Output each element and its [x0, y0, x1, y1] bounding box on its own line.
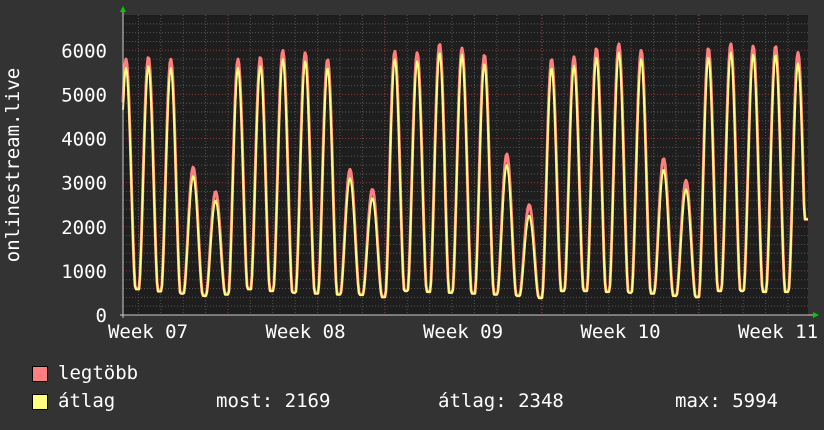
y-tick-label: 5000 — [61, 84, 107, 106]
x-tick-label: Week 08 — [265, 321, 345, 343]
y-axis-arrow-icon — [120, 6, 126, 12]
x-tick-label: Week 10 — [580, 321, 660, 343]
legend-current-value: most: 2169 — [216, 390, 331, 412]
legend-swatch-max — [32, 366, 48, 382]
legend-label-max: legtöbb — [58, 362, 139, 384]
y-axis-title: onlinestream.live — [2, 68, 24, 262]
x-tick-label: Week 11 — [738, 321, 818, 343]
x-tick-label: Week 07 — [108, 321, 188, 343]
y-tick-label: 0 — [96, 305, 107, 327]
x-axis-arrow-icon — [813, 312, 819, 318]
y-tick-label: 1000 — [61, 261, 107, 283]
legend-max-value: max: 5994 — [675, 390, 778, 412]
legend-label-avg: átlag — [58, 390, 116, 412]
series-line-atlag — [122, 51, 808, 300]
x-tick-label: Week 09 — [423, 321, 503, 343]
legend-average-value: átlag: 2348 — [438, 390, 564, 412]
legend-swatch-avg — [32, 394, 48, 410]
y-tick-label: 2000 — [61, 217, 107, 239]
y-tick-label: 4000 — [61, 129, 107, 151]
y-tick-label: 6000 — [61, 40, 107, 62]
y-tick-label: 3000 — [61, 173, 107, 195]
